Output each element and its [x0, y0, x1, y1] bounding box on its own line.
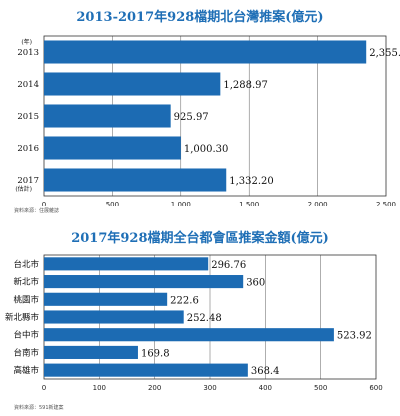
x-tick-label: 0 [42, 201, 46, 206]
category-label: 2016 [17, 144, 39, 154]
category-label: 新北市 [13, 277, 39, 288]
value-label: 296.76 [211, 260, 246, 271]
value-label: 1,000.30 [184, 144, 229, 155]
bar [44, 310, 184, 324]
bar [44, 292, 168, 306]
x-tick-label: 2,500 [376, 201, 396, 206]
x-tick-label: 0 [42, 384, 46, 392]
chart-2: 0 100 200 300 400 500 600 台北市 296.76 新北市 360 桃園市 222… [5, 254, 383, 392]
value-label: 360 [246, 278, 265, 289]
value-label: 222.6 [170, 295, 199, 306]
x-tick-label: 500 [106, 201, 119, 206]
value-label: 252.48 [187, 313, 222, 324]
chart-1-source: 資料來源：住展雜誌 [14, 208, 60, 214]
value-label: 1,332.20 [229, 176, 274, 187]
x-tick-label: 400 [259, 384, 272, 392]
value-label: 523.92 [337, 331, 372, 342]
category-label: 桃園市 [13, 294, 39, 305]
bar [44, 72, 221, 96]
value-label: 2,355.35 [369, 48, 400, 59]
value-label: 368.4 [251, 366, 280, 377]
value-label: 925.97 [174, 112, 209, 123]
bar [44, 328, 334, 342]
category-label: 2015 [17, 112, 39, 122]
category-label: 新北縣市 [5, 312, 40, 323]
bar [44, 257, 209, 271]
category-label: 2013 [17, 48, 39, 58]
category-label: 台南市 [13, 347, 39, 358]
category-label: 台中市 [13, 330, 39, 341]
chart-1: 0 500 1,000 1,500 2,000 2,500 2013 (年) 2,355.35 2… [15, 35, 400, 206]
category-label: 高雄市 [13, 365, 39, 376]
value-label: 1,288.97 [223, 80, 268, 91]
bar [44, 136, 181, 160]
category-note: (估計) [15, 185, 32, 193]
bar [44, 40, 367, 64]
chart-2-title: 2017年928檔期全台都會區推案金額(億元) [71, 231, 329, 246]
value-label: 169.8 [141, 348, 170, 359]
bar [44, 363, 248, 377]
x-tick-label: 1,000 [171, 201, 191, 206]
category-note: (年) [21, 38, 32, 46]
x-tick-label: 600 [369, 384, 382, 392]
bar [44, 345, 138, 359]
chart-1-title: 2013-2017年928檔期北台灣推案(億元) [76, 10, 324, 25]
x-tick-label: 1,500 [239, 201, 259, 206]
x-tick-label: 100 [93, 384, 106, 392]
bar [44, 104, 171, 128]
category-label: 2014 [17, 80, 39, 90]
chart-2-source: 資料來源：591新建案 [14, 405, 64, 411]
bar [44, 275, 244, 289]
category-label: 台北市 [13, 259, 39, 270]
category-label: 2017 [17, 176, 39, 186]
x-tick-label: 300 [203, 384, 216, 392]
x-tick-label: 500 [314, 384, 327, 392]
x-tick-label: 2,000 [308, 201, 328, 206]
bar [44, 168, 227, 192]
x-tick-label: 200 [148, 384, 161, 392]
